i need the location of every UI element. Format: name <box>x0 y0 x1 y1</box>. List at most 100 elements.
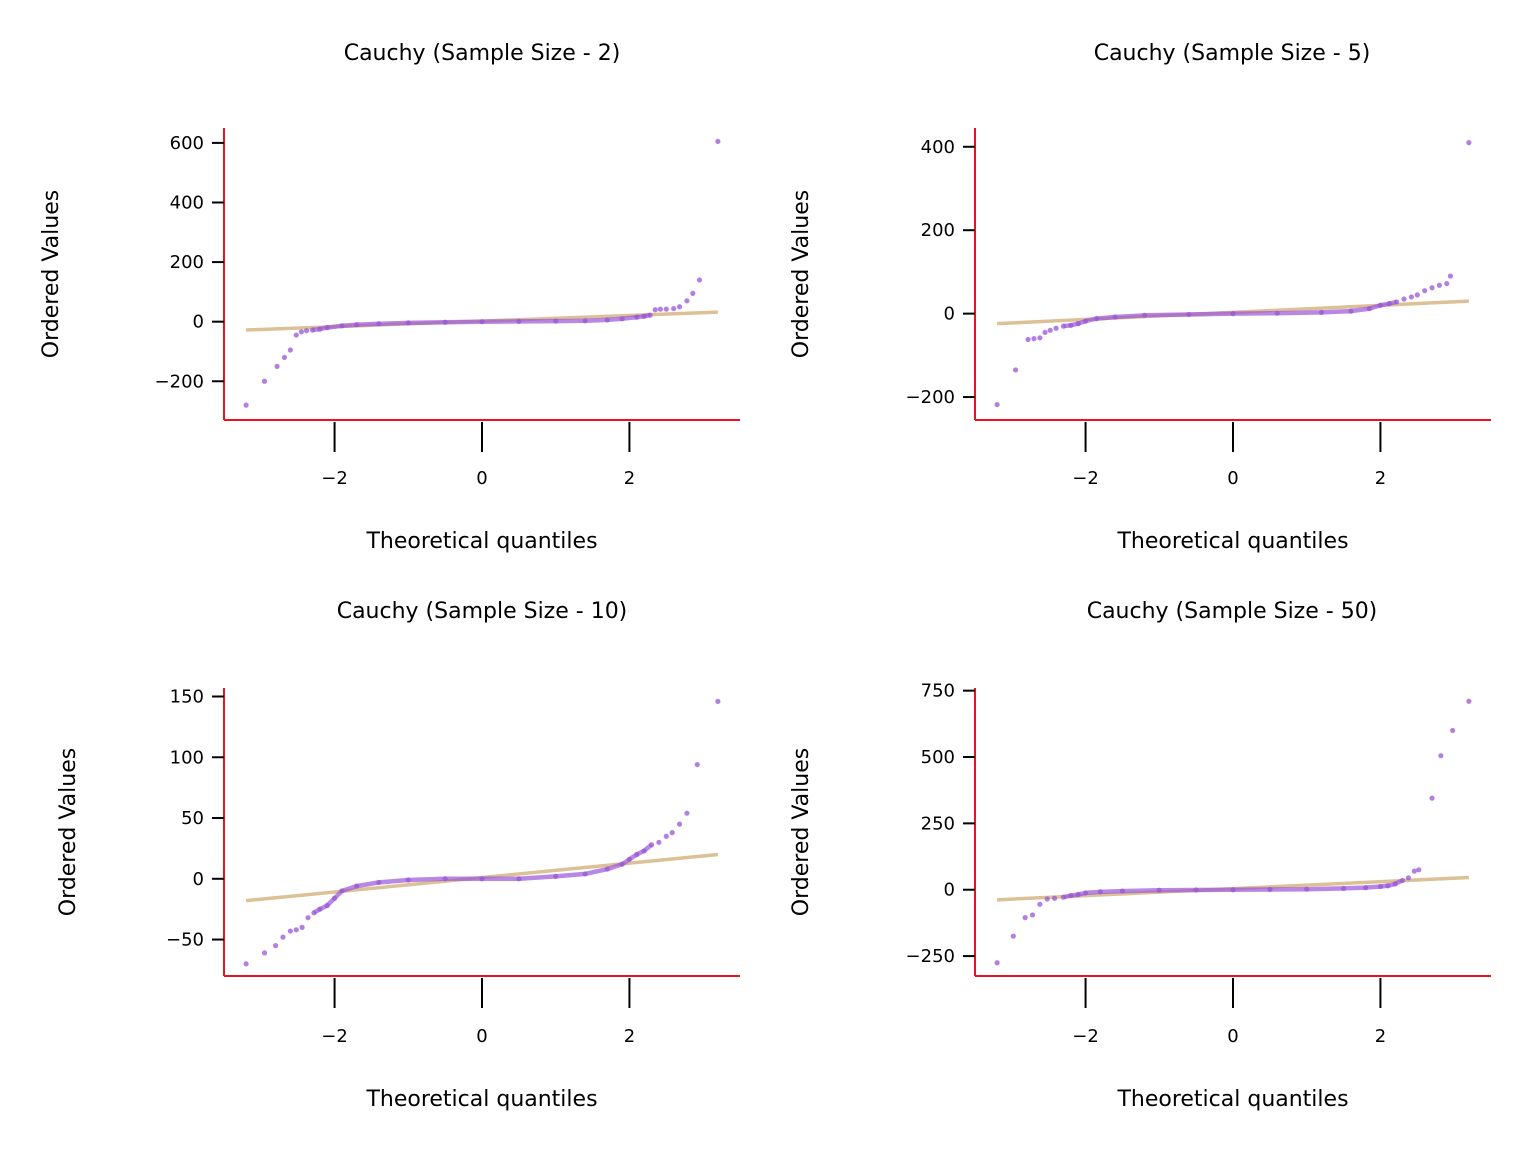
data-point <box>671 305 677 312</box>
data-point <box>994 960 1000 966</box>
data-point <box>684 298 690 304</box>
data-point <box>243 402 249 408</box>
x-axis-label: Theoretical quantiles <box>365 1087 597 1112</box>
y-tick-label: 250 <box>921 813 955 834</box>
data-point <box>1436 282 1442 288</box>
y-tick-label: −200 <box>906 387 955 408</box>
data-point <box>1411 868 1417 874</box>
data-point <box>1029 912 1036 918</box>
qq-plot-panel: Cauchy (Sample Size - 50) −2 0 2 −250 0 250 500… <box>789 599 1491 1112</box>
overlapping-points-band <box>312 312 651 333</box>
y-tick-label: 0 <box>193 869 204 890</box>
data-point <box>261 950 268 956</box>
data-point <box>676 304 683 310</box>
y-axis-label: Ordered Values <box>56 748 81 916</box>
qq-plot-panel: Cauchy (Sample Size - 5) −2 0 2 −200 0 200 400 T… <box>789 41 1491 554</box>
x-tick-label: −2 <box>1072 468 1099 489</box>
data-point <box>994 401 1000 408</box>
data-point <box>715 698 721 704</box>
y-tick-label: 0 <box>944 880 955 901</box>
data-point <box>1010 933 1016 939</box>
data-point <box>690 290 696 296</box>
data-point <box>299 924 305 930</box>
y-tick-label: −250 <box>906 946 955 967</box>
x-tick-label: −2 <box>1072 1026 1099 1047</box>
data-point <box>657 306 663 312</box>
x-tick-label: 2 <box>1375 468 1386 489</box>
data-point <box>656 839 662 845</box>
data-point <box>684 810 690 816</box>
x-tick-label: 0 <box>476 468 487 489</box>
data-point <box>1044 896 1050 902</box>
data-point <box>1405 875 1412 881</box>
qq-plot-panel: Cauchy (Sample Size - 2) −2 0 2 −200 0 200 400 6… <box>39 41 740 554</box>
y-tick-label: 100 <box>170 747 204 768</box>
y-tick-label: 200 <box>170 252 204 273</box>
data-point <box>287 347 293 353</box>
data-point <box>1438 753 1444 759</box>
x-tick-label: 2 <box>1375 1026 1386 1047</box>
data-point <box>1031 336 1037 342</box>
data-point <box>1053 325 1059 331</box>
data-point <box>1466 140 1472 146</box>
qq-plot-panel: Cauchy (Sample Size - 10) −2 0 2 −50 0 50 100 15… <box>56 599 740 1112</box>
data-point <box>1444 280 1450 287</box>
data-point <box>305 915 311 921</box>
y-tick-label: 50 <box>181 808 204 829</box>
data-point <box>287 928 293 934</box>
y-tick-label: 600 <box>170 133 204 154</box>
data-point <box>1037 335 1043 341</box>
data-point <box>303 328 310 334</box>
data-point <box>261 378 268 384</box>
y-axis-label: Ordered Values <box>39 190 64 358</box>
y-tick-label: −200 <box>155 371 204 392</box>
y-tick-label: 200 <box>921 220 955 241</box>
x-tick-label: 0 <box>1227 1026 1238 1047</box>
data-point <box>1047 327 1053 333</box>
y-tick-label: 500 <box>921 747 955 768</box>
overlapping-points-band <box>1063 878 1404 900</box>
data-point <box>715 138 721 145</box>
plot-title: Cauchy (Sample Size - 50) <box>1087 599 1378 624</box>
data-point <box>663 306 669 312</box>
data-point <box>663 833 669 839</box>
y-tick-label: 400 <box>170 192 204 213</box>
y-axis-label: Ordered Values <box>789 748 814 916</box>
data-point <box>669 830 675 836</box>
data-point <box>676 821 683 827</box>
x-tick-label: −2 <box>321 1026 348 1047</box>
y-tick-label: 150 <box>170 687 204 708</box>
x-tick-label: 0 <box>1227 468 1238 489</box>
data-point <box>1447 273 1454 279</box>
data-point <box>1025 336 1031 343</box>
data-point <box>293 927 299 933</box>
plot-title: Cauchy (Sample Size - 5) <box>1094 41 1371 66</box>
data-point <box>1414 292 1420 298</box>
data-point <box>1401 296 1407 302</box>
data-point <box>1416 867 1422 873</box>
data-point <box>243 961 249 967</box>
data-point <box>1466 698 1472 704</box>
data-point <box>1022 915 1028 921</box>
y-tick-label: 0 <box>193 312 204 333</box>
data-point <box>1012 367 1019 373</box>
plot-title: Cauchy (Sample Size - 10) <box>337 599 628 624</box>
x-axis-label: Theoretical quantiles <box>1116 1087 1348 1112</box>
data-point <box>1408 294 1414 300</box>
data-point <box>298 329 304 335</box>
overlapping-points-band <box>312 843 653 915</box>
data-point <box>280 934 286 940</box>
y-tick-label: 400 <box>921 137 955 158</box>
data-point <box>293 332 299 338</box>
data-point <box>1422 288 1428 294</box>
data-point <box>694 761 700 768</box>
x-tick-label: 0 <box>476 1026 487 1047</box>
overlapping-points-band <box>1063 299 1398 329</box>
y-axis-label: Ordered Values <box>789 190 814 358</box>
data-point <box>274 363 280 369</box>
x-tick-label: 2 <box>624 468 635 489</box>
x-tick-label: 2 <box>624 1026 635 1047</box>
data-point <box>281 354 288 361</box>
data-point <box>652 307 658 313</box>
y-tick-label: −50 <box>166 930 204 951</box>
